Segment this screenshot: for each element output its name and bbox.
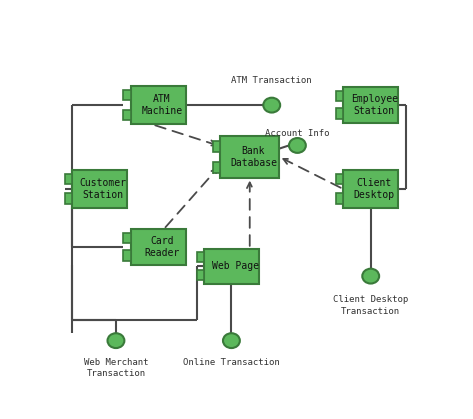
FancyBboxPatch shape bbox=[72, 170, 127, 208]
FancyBboxPatch shape bbox=[336, 91, 343, 101]
FancyBboxPatch shape bbox=[343, 88, 398, 123]
FancyBboxPatch shape bbox=[197, 269, 204, 280]
FancyBboxPatch shape bbox=[131, 229, 185, 265]
Text: Bank
Database: Bank Database bbox=[230, 145, 277, 168]
FancyBboxPatch shape bbox=[213, 162, 220, 173]
Circle shape bbox=[107, 333, 124, 348]
Text: Card
Reader: Card Reader bbox=[144, 236, 179, 258]
FancyBboxPatch shape bbox=[65, 194, 72, 204]
FancyBboxPatch shape bbox=[197, 252, 204, 262]
FancyBboxPatch shape bbox=[123, 109, 131, 120]
FancyBboxPatch shape bbox=[131, 86, 185, 124]
Text: Employee
Station: Employee Station bbox=[351, 94, 398, 116]
Circle shape bbox=[289, 138, 306, 153]
Text: Web Page: Web Page bbox=[211, 261, 259, 272]
FancyBboxPatch shape bbox=[123, 250, 131, 261]
Text: ATM Transaction: ATM Transaction bbox=[231, 76, 312, 85]
Circle shape bbox=[362, 269, 379, 284]
FancyBboxPatch shape bbox=[220, 136, 279, 178]
FancyBboxPatch shape bbox=[204, 249, 259, 284]
FancyBboxPatch shape bbox=[213, 141, 220, 152]
FancyBboxPatch shape bbox=[65, 174, 72, 184]
FancyBboxPatch shape bbox=[123, 90, 131, 101]
FancyBboxPatch shape bbox=[336, 194, 343, 204]
FancyBboxPatch shape bbox=[336, 108, 343, 119]
Text: Account Info: Account Info bbox=[265, 129, 330, 138]
Text: Client
Desktop: Client Desktop bbox=[354, 178, 395, 200]
Text: Customer
Station: Customer Station bbox=[79, 178, 127, 200]
Text: Web Merchant
Transaction: Web Merchant Transaction bbox=[84, 358, 148, 378]
Text: ATM
Machine: ATM Machine bbox=[141, 94, 182, 116]
Circle shape bbox=[263, 98, 280, 113]
FancyBboxPatch shape bbox=[336, 174, 343, 184]
FancyBboxPatch shape bbox=[123, 233, 131, 243]
Text: Online Transaction: Online Transaction bbox=[183, 358, 280, 367]
FancyBboxPatch shape bbox=[343, 170, 398, 208]
Text: Client Desktop
Transaction: Client Desktop Transaction bbox=[333, 295, 408, 316]
Circle shape bbox=[223, 333, 240, 348]
